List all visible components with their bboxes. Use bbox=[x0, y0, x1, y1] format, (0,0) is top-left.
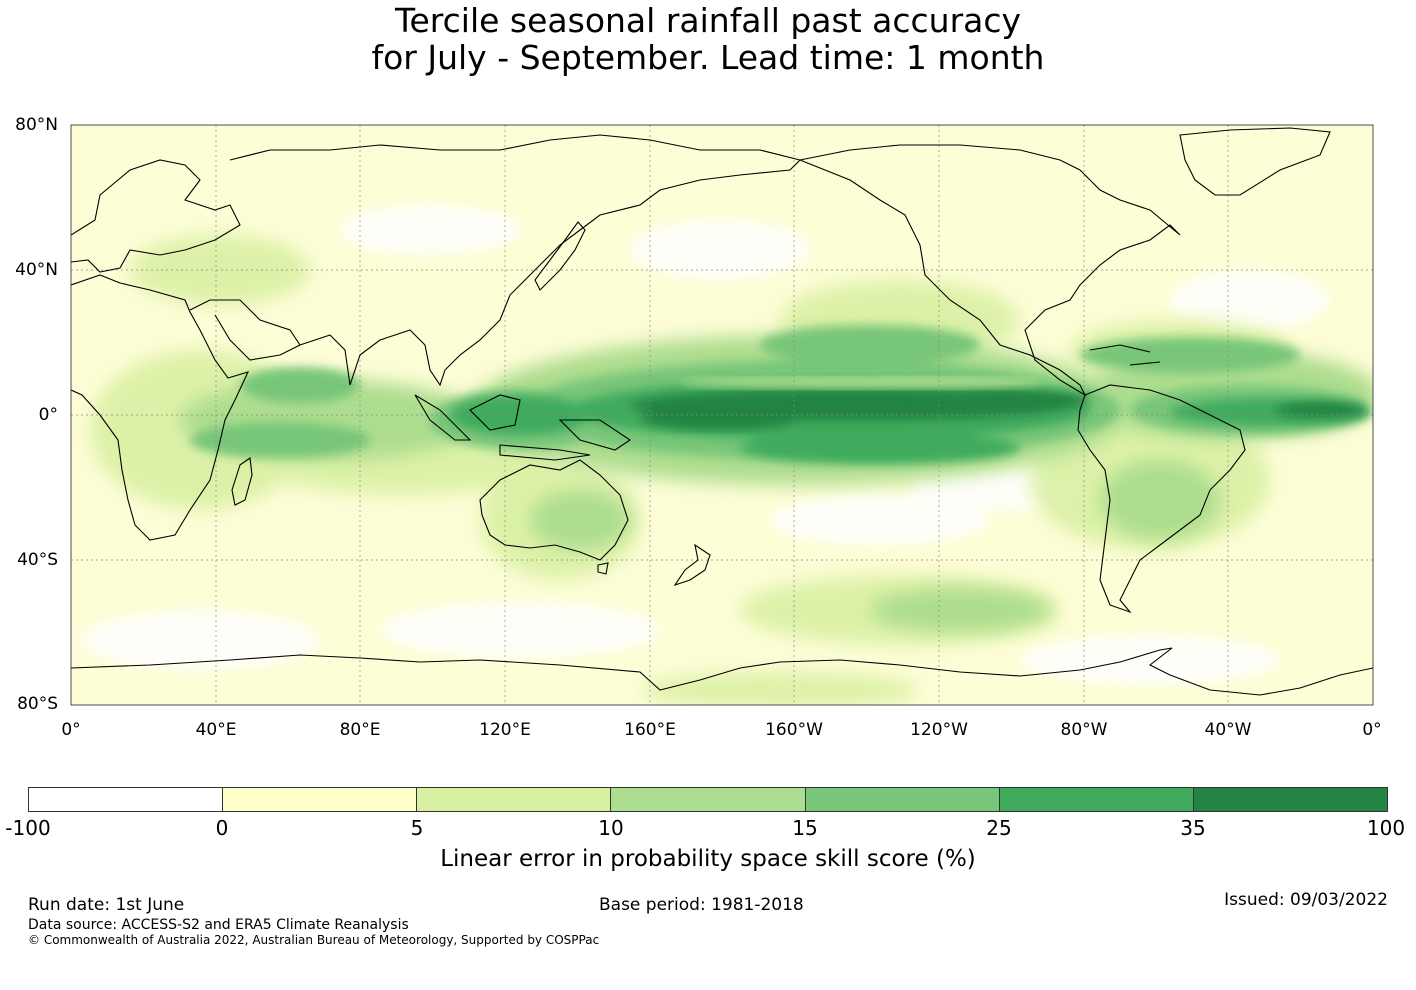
lat-label-80s: 80°S bbox=[17, 694, 58, 714]
lon-label-40e: 40°E bbox=[195, 720, 237, 740]
lon-label-0-west: 0° bbox=[61, 720, 81, 740]
lon-label-160w: 160°W bbox=[765, 720, 823, 740]
skill-field bbox=[80, 205, 1373, 705]
colorbar-label: Linear error in probability space skill … bbox=[440, 846, 976, 872]
lon-label-120e: 120°E bbox=[479, 720, 531, 740]
colorbar-swatch-2 bbox=[223, 788, 418, 811]
colorbar-tick: 5 bbox=[410, 816, 424, 840]
lon-label-120w: 120°W bbox=[910, 720, 968, 740]
lon-label-80w: 80°W bbox=[1060, 720, 1108, 740]
base-period: Base period: 1981-2018 bbox=[599, 895, 804, 915]
coastline-japan bbox=[534, 221, 586, 291]
coastline-africa bbox=[71, 274, 250, 541]
lon-label-40w: 40°W bbox=[1204, 720, 1252, 740]
graticule bbox=[71, 125, 1373, 705]
colorbar-tick: 100 bbox=[1366, 816, 1406, 840]
colorbar-swatch-4 bbox=[611, 788, 806, 811]
coastline-maritime bbox=[414, 394, 631, 461]
coastline-madagascar bbox=[231, 457, 253, 506]
coastline-asia bbox=[189, 134, 802, 387]
data-source: Data source: ACCESS-S2 and ERA5 Climate … bbox=[28, 917, 409, 933]
coastline-antarctica bbox=[71, 647, 1373, 696]
coastline-australia bbox=[479, 459, 629, 575]
colorbar-swatch-1 bbox=[29, 788, 224, 811]
map-frame bbox=[70, 124, 1374, 706]
lon-label-160e: 160°E bbox=[624, 720, 676, 740]
lat-label-0: 0° bbox=[38, 405, 58, 425]
coastlines bbox=[71, 127, 1373, 696]
lon-label-80e: 80°E bbox=[339, 720, 381, 740]
colorbar-swatch-6 bbox=[999, 788, 1194, 811]
lon-label-0-east: 0° bbox=[1362, 720, 1382, 740]
colorbar-tick: 0 bbox=[215, 816, 229, 840]
colorbar bbox=[28, 787, 1388, 812]
skill-map bbox=[70, 124, 1374, 706]
coastline-new-zealand bbox=[673, 543, 711, 587]
colorbar-tick: 15 bbox=[792, 816, 818, 840]
chart-title-line-1: Tercile seasonal rainfall past accuracy bbox=[394, 1, 1022, 40]
lat-label-40n: 40°N bbox=[15, 260, 58, 280]
colorbar-tick: 10 bbox=[598, 816, 624, 840]
colorbar-swatch-5 bbox=[805, 788, 1000, 811]
lat-label-40s: 40°S bbox=[17, 550, 58, 570]
chart-title-line-2: for July - September. Lead time: 1 month bbox=[371, 38, 1045, 77]
colorbar-tick: 25 bbox=[986, 816, 1012, 840]
issued-date: Issued: 09/03/2022 bbox=[1224, 890, 1388, 910]
colorbar-tick: -100 bbox=[5, 816, 51, 840]
colorbar-swatch-3 bbox=[417, 788, 612, 811]
coastline-caribbean bbox=[1089, 344, 1161, 366]
coastline-europe bbox=[71, 159, 241, 273]
colorbar-swatch-7 bbox=[1193, 788, 1387, 811]
coastline-south-america bbox=[1077, 384, 1246, 614]
coastline-greenland bbox=[1179, 127, 1331, 196]
coastline-north-america bbox=[798, 144, 1181, 397]
lat-label-80n: 80°N bbox=[15, 115, 58, 135]
colorbar-tick: 35 bbox=[1180, 816, 1206, 840]
run-date: Run date: 1st June bbox=[28, 895, 185, 915]
copyright: © Commonwealth of Australia 2022, Austra… bbox=[28, 933, 600, 947]
